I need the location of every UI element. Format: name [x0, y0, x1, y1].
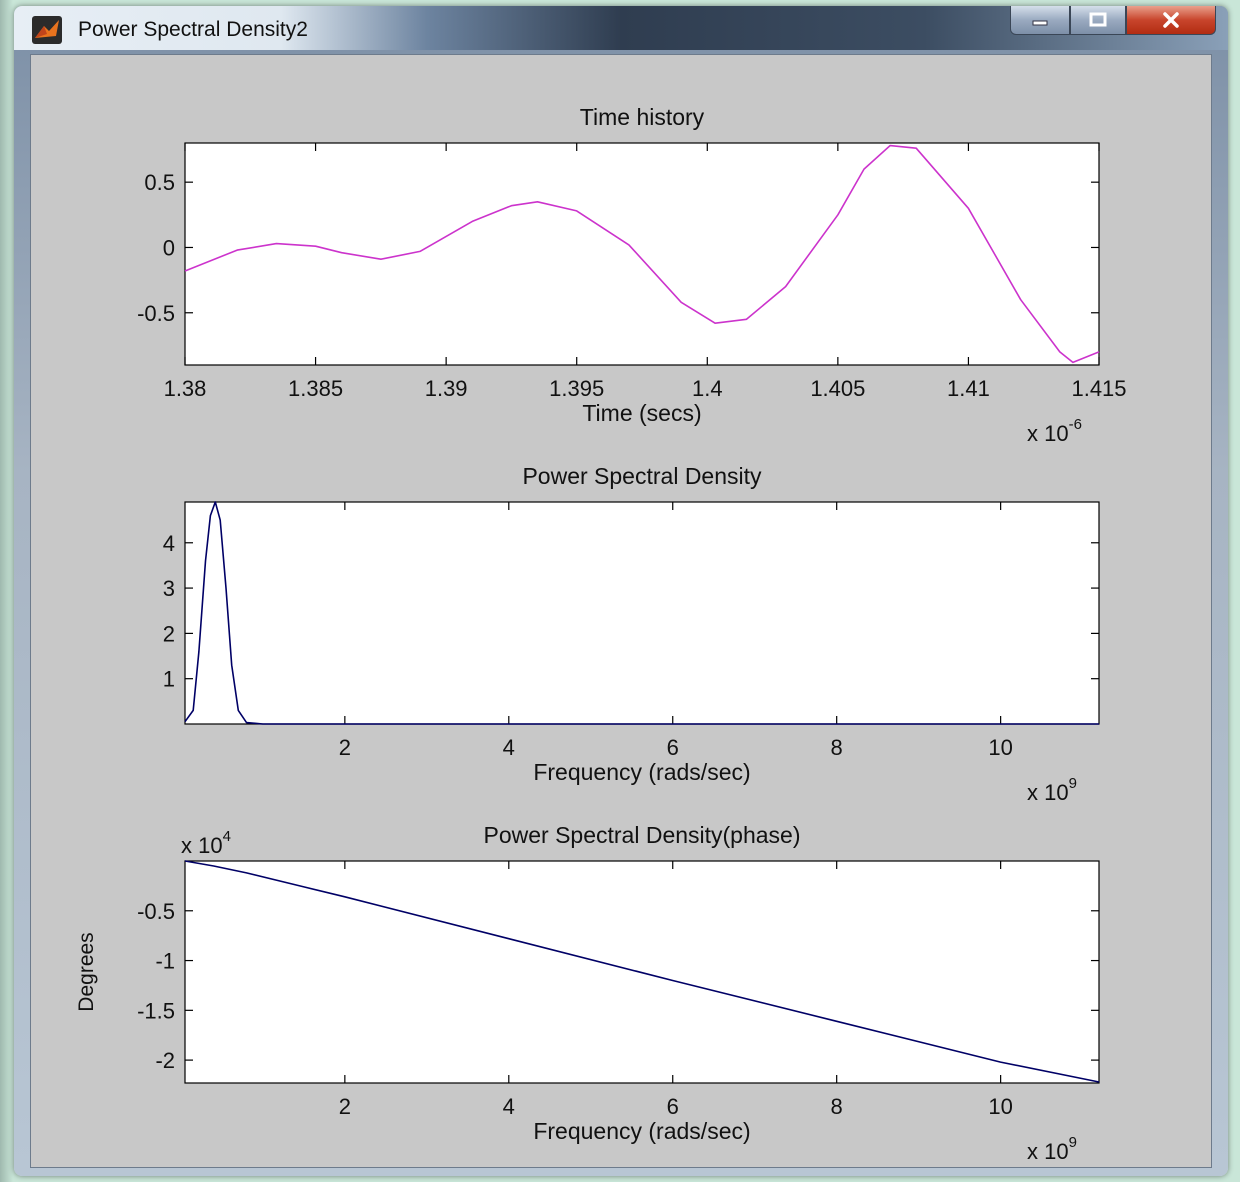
figure-plots: Time history 1.38 1.385 1.39 1.395 1.4 1.405 1.…: [75, 104, 1127, 1164]
x-tick-label: 1.385: [288, 376, 343, 401]
window-title: Power Spectral Density2: [78, 18, 308, 41]
x-multiplier-exponent: 9: [1069, 775, 1077, 792]
y-tick-label: 0.5: [144, 170, 175, 195]
y-tick-label: -0.5: [137, 899, 175, 924]
series-line: [184, 501, 1099, 725]
chart-title: Power Spectral Density(phase): [483, 822, 800, 848]
x-axis-multiplier: x 109: [1027, 1134, 1077, 1164]
chart-title: Time history: [580, 104, 705, 130]
y-tick-label: 1: [163, 667, 175, 692]
x-tick-label: 8: [831, 735, 843, 760]
x-axis-label: Frequency (rads/sec): [533, 1118, 750, 1144]
title-bar[interactable]: Power Spectral Density2: [14, 6, 1228, 50]
x-tick-label: 2: [339, 735, 351, 760]
y-multiplier-base: x 10: [181, 833, 223, 858]
x-tick-label: 8: [831, 1094, 843, 1119]
matlab-app-icon[interactable]: [32, 16, 62, 44]
x-multiplier-exponent: -6: [1069, 416, 1082, 433]
x-multiplier-base: x 10: [1027, 1139, 1069, 1164]
close-icon: [1163, 12, 1179, 28]
x-tick-label: 4: [503, 1094, 515, 1119]
x-tick-label: 1.41: [947, 376, 990, 401]
y-tick-label: -1: [155, 949, 175, 974]
x-tick-label: 10: [988, 735, 1012, 760]
x-tick-label: 1.4: [692, 376, 723, 401]
y-tick-label: -2: [155, 1048, 175, 1073]
x-tick-label: 1.395: [549, 376, 604, 401]
series-line: [184, 860, 1100, 1083]
y-tick-label: 3: [163, 576, 175, 601]
y-tick-label: 0: [163, 235, 175, 260]
y-tick-label: -1.5: [137, 998, 175, 1023]
caption-buttons: [1010, 6, 1216, 36]
x-axis-multiplier: x 109: [1027, 775, 1077, 805]
chart-title: Power Spectral Density: [522, 463, 762, 489]
x-tick-label: 6: [667, 735, 679, 760]
y-tick-label: -0.5: [137, 301, 175, 326]
plot-area[interactable]: [184, 501, 1100, 725]
y-tick-label: 4: [163, 531, 175, 556]
plot-area[interactable]: [184, 142, 1100, 366]
x-multiplier-base: x 10: [1027, 780, 1069, 805]
y-multiplier-exponent: 4: [223, 828, 231, 845]
x-multiplier-exponent: 9: [1069, 1134, 1077, 1151]
x-tick-label: 4: [503, 735, 515, 760]
x-tick-label: 1.38: [164, 376, 207, 401]
chart-3: Power Spectral Density(phase) 2 4 6 8 10 -0.5 -…: [75, 822, 1100, 1164]
minimize-button[interactable]: [1010, 6, 1070, 35]
x-tick-label: 2: [339, 1094, 351, 1119]
series-line: [184, 144, 1100, 364]
minimize-icon: [1032, 20, 1048, 26]
figure-canvas: Time history 1.38 1.385 1.39 1.395 1.4 1.405 1.…: [30, 54, 1212, 1168]
x-multiplier-base: x 10: [1027, 421, 1069, 446]
x-axis-multiplier: x 10-6: [1027, 416, 1082, 446]
x-axis-label: Frequency (rads/sec): [533, 759, 750, 785]
x-axis-label: Time (secs): [582, 400, 701, 426]
x-tick-label: 6: [667, 1094, 679, 1119]
y-tick-label: 2: [163, 621, 175, 646]
x-tick-label: 1.415: [1071, 376, 1126, 401]
close-button[interactable]: [1126, 6, 1216, 35]
maximize-button[interactable]: [1070, 6, 1126, 35]
y-axis-label: Degrees: [75, 932, 98, 1011]
chart-1: Time history 1.38 1.385 1.39 1.395 1.4 1.405 1.…: [137, 104, 1126, 446]
x-tick-label: 1.39: [425, 376, 468, 401]
y-axis-multiplier: x 104: [181, 828, 231, 858]
x-tick-label: 10: [988, 1094, 1012, 1119]
figure-window: Power Spectral Density2 Time history 1.38…: [14, 6, 1228, 1176]
x-tick-label: 1.405: [810, 376, 865, 401]
maximize-icon: [1089, 12, 1107, 27]
chart-2: Power Spectral Density 2 4 6 8 10 4 3 2 1 Frequenc…: [163, 463, 1100, 805]
